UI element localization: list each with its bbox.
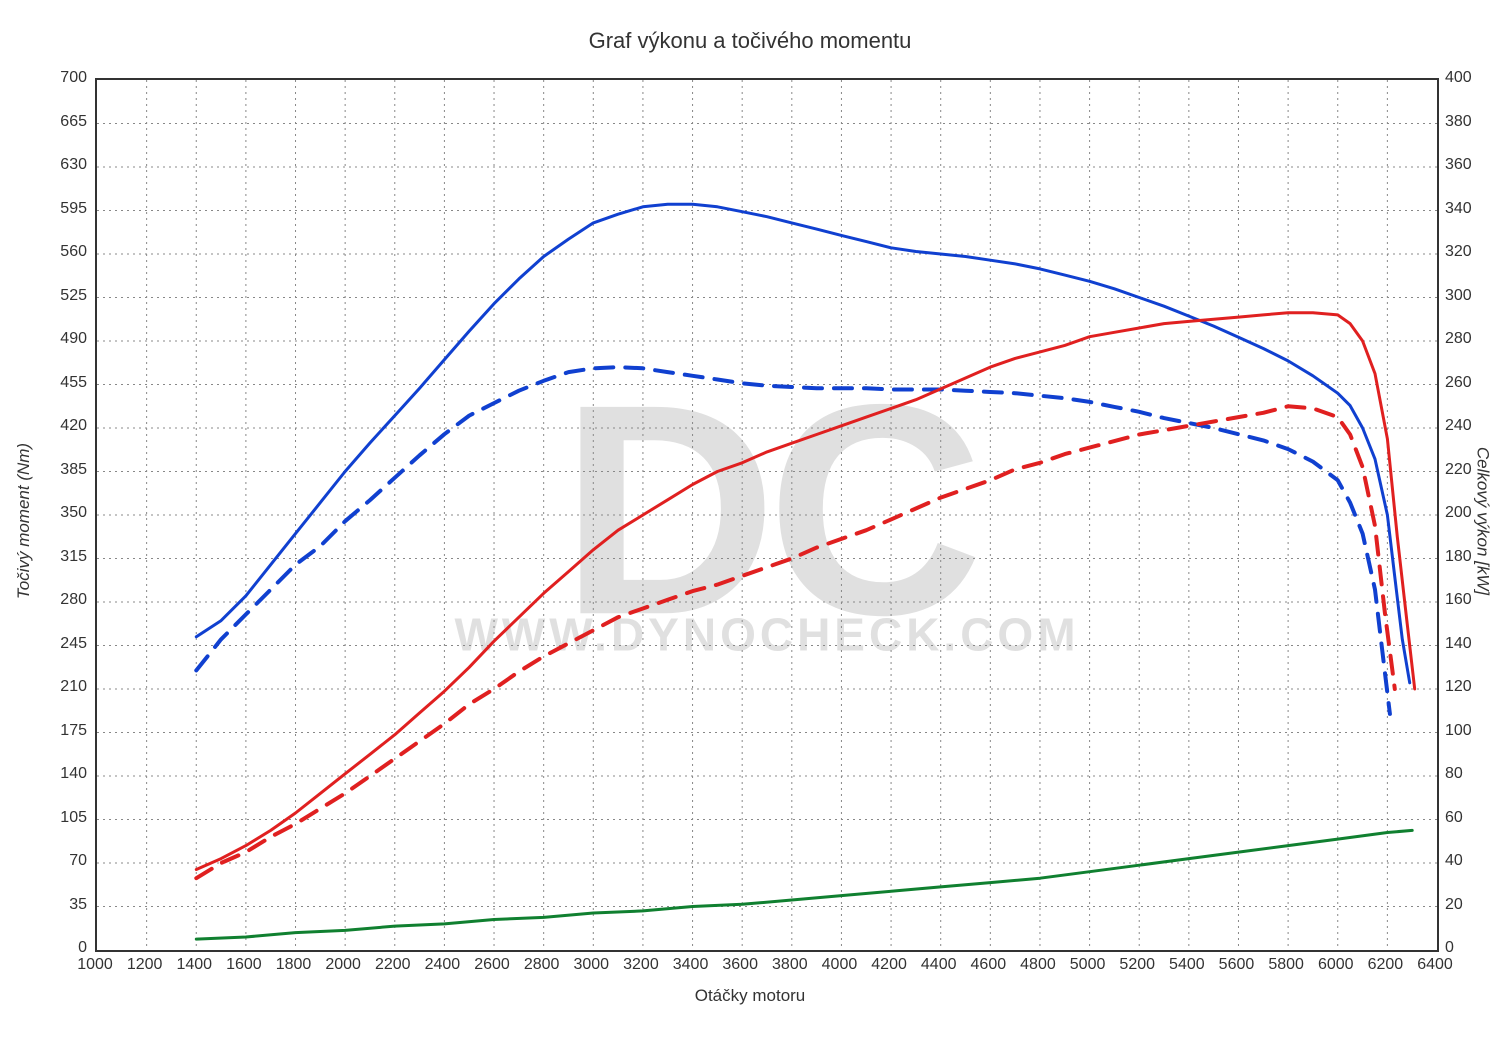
axis-tick: 260 (1445, 374, 1472, 392)
axis-tick: 80 (1445, 765, 1463, 783)
axis-tick: 4400 (921, 956, 957, 974)
axis-tick: 320 (1445, 243, 1472, 261)
axis-tick: 4600 (971, 956, 1007, 974)
axis-tick: 5400 (1169, 956, 1205, 974)
axis-tick: 385 (60, 461, 87, 479)
axis-tick: 2800 (524, 956, 560, 974)
axis-tick: 2600 (474, 956, 510, 974)
axis-tick: 3800 (772, 956, 808, 974)
axis-tick: 2000 (325, 956, 361, 974)
axis-tick: 700 (60, 69, 87, 87)
axis-tick: 525 (60, 287, 87, 305)
axis-tick: 6200 (1368, 956, 1404, 974)
axis-tick: 280 (60, 591, 87, 609)
axis-tick: 20 (1445, 896, 1463, 914)
axis-tick: 1200 (127, 956, 163, 974)
axis-tick: 120 (1445, 678, 1472, 696)
axis-tick: 245 (60, 635, 87, 653)
axis-tick: 6000 (1318, 956, 1354, 974)
axis-tick: 350 (60, 504, 87, 522)
axis-tick: 3400 (673, 956, 709, 974)
axis-tick: 3600 (722, 956, 758, 974)
axis-tick: 5600 (1219, 956, 1255, 974)
axis-tick: 1800 (276, 956, 312, 974)
axis-tick: 315 (60, 548, 87, 566)
axis-tick: 4800 (1020, 956, 1056, 974)
axis-tick: 2200 (375, 956, 411, 974)
axis-tick: 210 (60, 678, 87, 696)
axis-tick: 5200 (1119, 956, 1155, 974)
axis-tick: 4000 (822, 956, 858, 974)
axis-tick: 4200 (871, 956, 907, 974)
axis-tick: 300 (1445, 287, 1472, 305)
axis-tick: 5000 (1070, 956, 1106, 974)
y-left-axis-label: Točivý moment (Nm) (14, 442, 34, 598)
axis-tick: 180 (1445, 548, 1472, 566)
axis-tick: 100 (1445, 722, 1472, 740)
axis-tick: 0 (78, 939, 87, 957)
axis-tick: 420 (60, 417, 87, 435)
axis-tick: 1400 (176, 956, 212, 974)
y-right-axis-label: Celkový výkon [kW] (1472, 446, 1492, 594)
series-layer (97, 80, 1437, 950)
axis-tick: 340 (1445, 200, 1472, 218)
axis-tick: 6400 (1417, 956, 1453, 974)
axis-tick: 3000 (573, 956, 609, 974)
axis-tick: 630 (60, 156, 87, 174)
series-torque-tuned (196, 204, 1409, 683)
axis-tick: 105 (60, 809, 87, 827)
series-power-stock (196, 406, 1395, 878)
axis-tick: 70 (69, 852, 87, 870)
axis-tick: 0 (1445, 939, 1454, 957)
axis-tick: 60 (1445, 809, 1463, 827)
axis-tick: 200 (1445, 504, 1472, 522)
axis-tick: 140 (1445, 635, 1472, 653)
axis-tick: 1600 (226, 956, 262, 974)
axis-tick: 160 (1445, 591, 1472, 609)
series-torque-stock (196, 367, 1390, 714)
axis-tick: 175 (60, 722, 87, 740)
axis-tick: 595 (60, 200, 87, 218)
axis-tick: 360 (1445, 156, 1472, 174)
axis-tick: 3200 (623, 956, 659, 974)
axis-tick: 560 (60, 243, 87, 261)
axis-tick: 490 (60, 330, 87, 348)
series-loss-power (196, 830, 1412, 939)
axis-tick: 5800 (1268, 956, 1304, 974)
axis-tick: 240 (1445, 417, 1472, 435)
axis-tick: 400 (1445, 69, 1472, 87)
x-axis-label: Otáčky motoru (695, 986, 806, 1006)
chart-title: Graf výkonu a točivého momentu (0, 28, 1500, 54)
axis-tick: 220 (1445, 461, 1472, 479)
series-power-tuned (196, 313, 1414, 870)
axis-tick: 455 (60, 374, 87, 392)
axis-tick: 280 (1445, 330, 1472, 348)
axis-tick: 380 (1445, 113, 1472, 131)
axis-tick: 35 (69, 896, 87, 914)
axis-tick: 665 (60, 113, 87, 131)
axis-tick: 140 (60, 765, 87, 783)
plot-area: DC WWW.DYNOCHECK.COM (95, 78, 1439, 952)
axis-tick: 40 (1445, 852, 1463, 870)
axis-tick: 1000 (77, 956, 113, 974)
axis-tick: 2400 (425, 956, 461, 974)
chart-container: Graf výkonu a točivého momentu DC WWW.DY… (0, 0, 1500, 1041)
